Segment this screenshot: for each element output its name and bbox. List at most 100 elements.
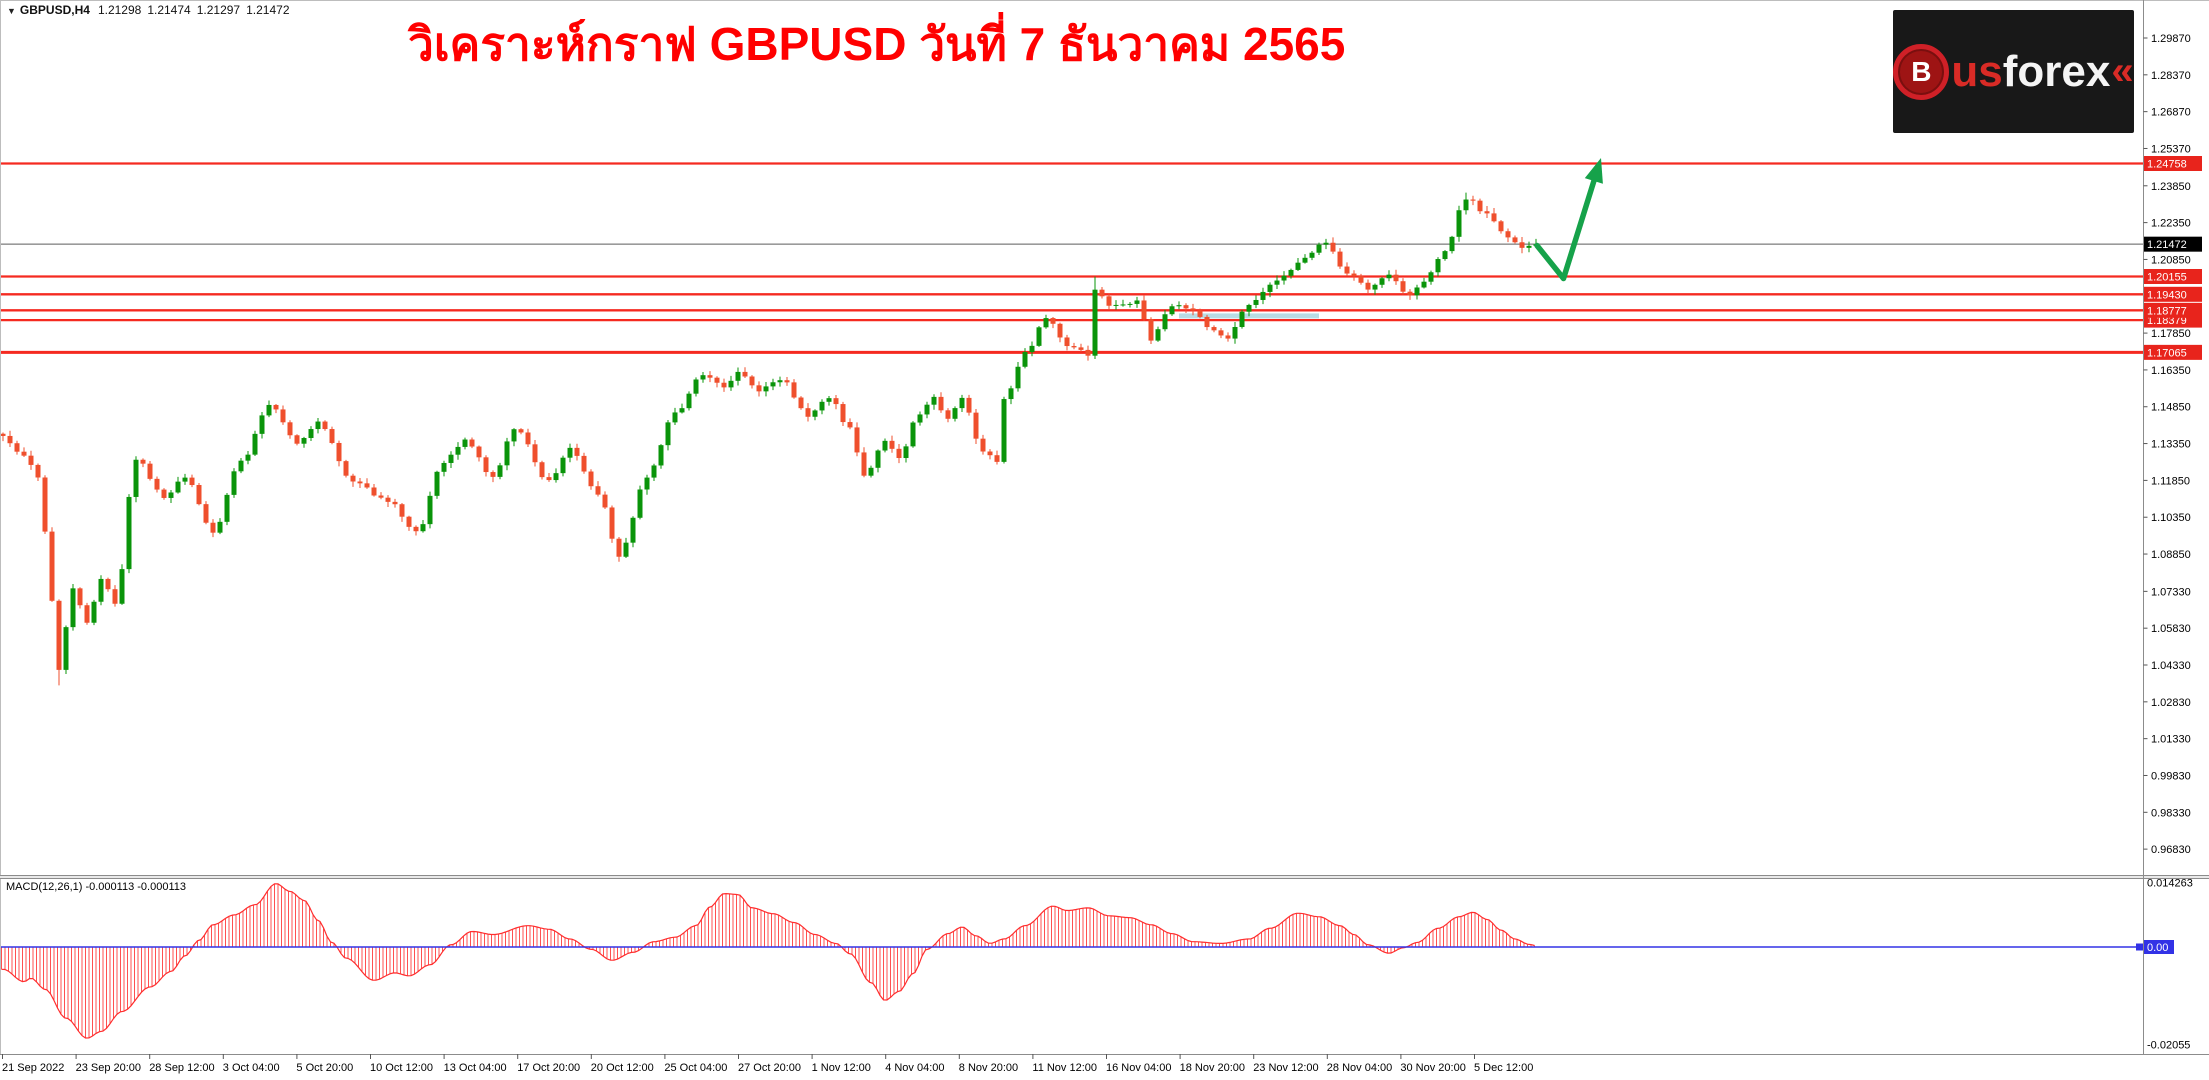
candle xyxy=(1120,304,1126,306)
candle xyxy=(1302,257,1308,263)
logo-text-forex: forex xyxy=(2002,46,2111,96)
candle xyxy=(903,446,909,459)
candle xyxy=(406,516,412,527)
candle xyxy=(1407,291,1413,296)
candle xyxy=(14,443,20,452)
candle xyxy=(1358,276,1364,283)
candle xyxy=(588,471,594,487)
candle xyxy=(756,385,762,392)
candle xyxy=(1099,289,1105,297)
svg-text:1.26870: 1.26870 xyxy=(2151,107,2191,119)
current-price-label: 1.21472 xyxy=(2144,236,2202,252)
candle xyxy=(1043,318,1049,328)
date-tick-label: 8 Nov 20:00 xyxy=(959,1062,1018,1074)
candle xyxy=(1176,305,1182,307)
date-tick-label: 5 Dec 12:00 xyxy=(1474,1062,1533,1074)
candle xyxy=(1211,327,1217,331)
candle xyxy=(805,408,811,417)
candle xyxy=(665,422,671,446)
candle xyxy=(1484,211,1490,214)
candle xyxy=(182,477,188,482)
candle xyxy=(252,433,258,455)
candle xyxy=(112,589,118,604)
candle xyxy=(1519,242,1525,248)
date-tick-label: 1 Nov 12:00 xyxy=(812,1062,871,1074)
candle xyxy=(1197,310,1203,317)
date-tick-label: 11 Nov 12:00 xyxy=(1032,1062,1097,1074)
candle xyxy=(959,397,965,409)
candle xyxy=(175,481,181,493)
date-tick-label: 13 Oct 04:00 xyxy=(444,1062,507,1074)
date-tick-label: 25 Oct 04:00 xyxy=(664,1062,727,1074)
candle xyxy=(644,477,650,490)
candle xyxy=(1204,316,1210,328)
candle xyxy=(1148,319,1154,341)
candle xyxy=(217,521,223,533)
candle xyxy=(882,440,888,451)
candle xyxy=(798,397,804,409)
candle xyxy=(994,455,1000,462)
candle xyxy=(154,478,160,490)
candle xyxy=(637,489,643,518)
candle xyxy=(1274,280,1280,285)
svg-text:1.21472: 1.21472 xyxy=(2147,239,2187,251)
candle xyxy=(980,438,986,452)
candle xyxy=(434,471,440,496)
candle xyxy=(84,605,90,623)
axis-labels: 1.29870 1.28370 1.26870 1.25370 1.23850 1.223… xyxy=(2,33,2202,1074)
candle xyxy=(952,408,958,419)
candle xyxy=(693,379,699,394)
candle xyxy=(1057,323,1063,338)
svg-text:1.10350: 1.10350 xyxy=(2151,512,2191,524)
candle xyxy=(539,462,545,478)
candle xyxy=(700,375,706,380)
candle xyxy=(1351,273,1357,277)
candle xyxy=(1127,303,1133,305)
analysis-title: วิเคราะห์กราฟ GBPUSD วันที่ 7 ธันวาคม 25… xyxy=(408,18,1346,70)
candle xyxy=(1442,251,1448,260)
candle xyxy=(301,437,307,444)
macd-histogram xyxy=(0,883,2144,1039)
svg-text:1.22350: 1.22350 xyxy=(2151,218,2191,230)
date-tick-label: 27 Oct 20:00 xyxy=(738,1062,801,1074)
symbol-dropdown-icon[interactable]: ▼ xyxy=(7,6,16,16)
candle xyxy=(595,486,601,495)
svg-text:1.13350: 1.13350 xyxy=(2151,439,2191,451)
candle xyxy=(98,578,104,602)
logo-chevron-icon: « xyxy=(2111,49,2134,93)
svg-text:1.07330: 1.07330 xyxy=(2151,586,2191,598)
svg-text:1.05830: 1.05830 xyxy=(2151,623,2191,635)
svg-text:1.23850: 1.23850 xyxy=(2151,181,2191,193)
candle xyxy=(469,439,475,447)
candle xyxy=(1456,210,1462,237)
candle xyxy=(42,477,48,532)
candle xyxy=(280,409,286,423)
candle xyxy=(126,496,132,570)
candle xyxy=(658,445,664,466)
candle xyxy=(763,386,769,392)
candle xyxy=(1323,242,1329,245)
candle xyxy=(1106,296,1112,306)
candle xyxy=(672,412,678,423)
date-tick-label: 23 Sep 20:00 xyxy=(76,1062,141,1074)
candle xyxy=(1393,274,1399,282)
svg-text:1.16350: 1.16350 xyxy=(2151,365,2191,377)
candle xyxy=(1498,221,1504,232)
candle xyxy=(91,601,97,623)
svg-text:1.18777: 1.18777 xyxy=(2147,305,2187,317)
candle xyxy=(21,451,27,456)
svg-text:0.96830: 0.96830 xyxy=(2151,844,2191,856)
date-tick-label: 20 Oct 12:00 xyxy=(591,1062,654,1074)
candle xyxy=(714,377,720,383)
candle xyxy=(455,446,461,455)
candle xyxy=(1050,318,1056,324)
candle xyxy=(224,494,230,522)
candle xyxy=(70,588,76,628)
candle xyxy=(483,457,489,473)
candle xyxy=(49,531,55,601)
candle xyxy=(287,422,293,436)
candle xyxy=(385,497,391,502)
candle xyxy=(1400,281,1406,292)
candle xyxy=(889,440,895,449)
date-tick-label: 3 Oct 04:00 xyxy=(223,1062,280,1074)
